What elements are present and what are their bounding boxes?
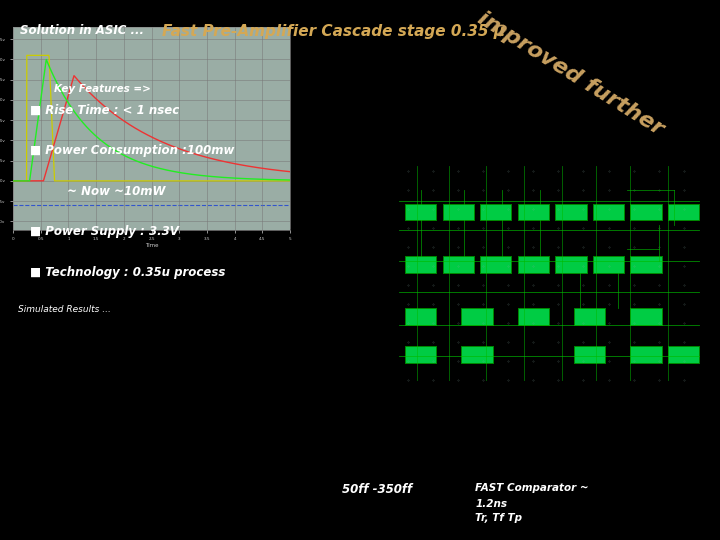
Bar [518,256,549,273]
Bar [631,256,662,273]
Bar [405,346,436,363]
Bar [480,256,511,273]
Text: ■ Power Consumption :100mw: ■ Power Consumption :100mw [30,144,235,157]
Bar [555,256,587,273]
Text: FAST Comparator ~: FAST Comparator ~ [475,483,589,494]
Text: improved further: improved further [474,8,667,139]
Bar [555,204,587,220]
Text: Solution in ASIC ...: Solution in ASIC ... [20,24,144,37]
Bar [443,204,474,220]
Bar [518,204,549,220]
Text: Fast Pre-Amplifier Cascade stage 0.35 µ: Fast Pre-Amplifier Cascade stage 0.35 µ [162,24,505,39]
Bar [518,308,549,325]
Text: ~ Now ~10mW: ~ Now ~10mW [30,185,166,198]
Bar [480,204,511,220]
Text: ■ Technology : 0.35u process: ■ Technology : 0.35u process [30,266,225,279]
X-axis label: Time: Time [145,242,158,247]
Text: ■ Power Supply : 3.3V: ■ Power Supply : 3.3V [30,225,179,238]
Bar [462,308,492,325]
Bar [405,308,436,325]
Text: 1.2ns: 1.2ns [475,499,507,509]
Text: 50ff -350ff: 50ff -350ff [342,483,412,496]
Bar [462,346,492,363]
Text: Key Features =>: Key Features => [54,84,151,94]
Bar [593,204,624,220]
Text: Tr, Tf Tp: Tr, Tf Tp [475,513,522,523]
Bar [405,256,436,273]
Bar [631,204,662,220]
Bar [405,204,436,220]
Bar [631,346,662,363]
Bar [443,256,474,273]
Text: ■ Rise Time : < 1 nsec: ■ Rise Time : < 1 nsec [30,104,179,117]
Bar [593,256,624,273]
Bar [574,308,606,325]
Bar [631,308,662,325]
Bar [668,204,699,220]
Bar [668,346,699,363]
Bar [574,346,606,363]
Text: Simulated Results ...: Simulated Results ... [18,305,111,314]
